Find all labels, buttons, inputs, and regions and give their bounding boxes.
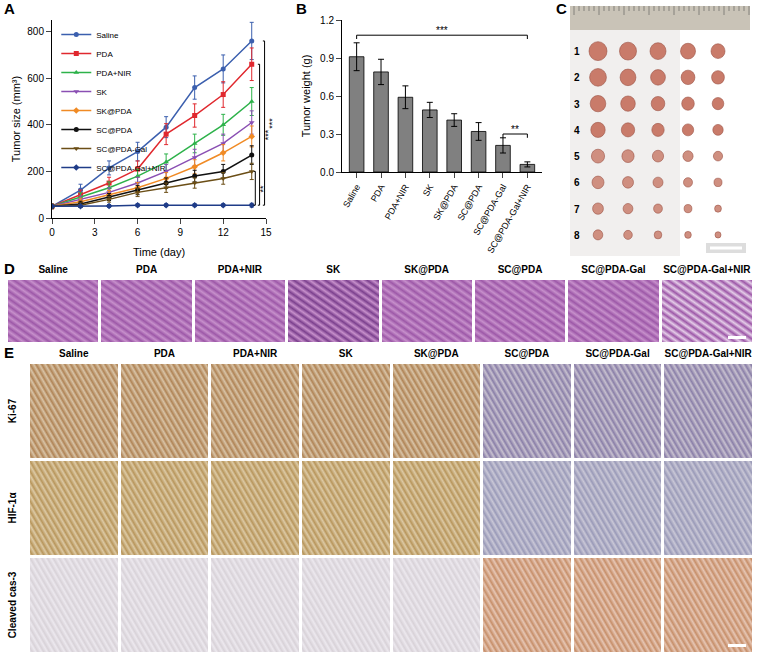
svg-text:0.9: 0.9 [320,53,334,64]
html-text:B: B [296,0,307,17]
html-text:E: E [4,344,14,361]
html-text:SC@PDA-Gal+NIR: SC@PDA-Gal+NIR [663,264,751,275]
html-text:PDA: PDA [153,348,175,359]
html-text:Ki-67: Ki-67 [7,398,18,424]
svg-text:SC@PDA-Gal: SC@PDA-Gal [471,183,508,237]
html-text:SC@PDA-Gal: SC@PDA-Gal [581,264,646,275]
html-text:A: A [4,0,15,17]
svg-text:SK: SK [421,183,436,198]
svg-text:0.6: 0.6 [320,91,334,102]
svg-text:Time (day): Time (day) [133,246,185,258]
svg-text:**: ** [511,124,519,135]
html-text:SK: SK [338,348,353,359]
svg-text:Saline: Saline [96,31,119,40]
html-text:D: D [4,260,15,277]
svg-text:2: 2 [574,72,580,83]
svg-text:PDA: PDA [96,50,113,59]
svg-text:***: *** [263,129,273,140]
html-text:SC@PDA: SC@PDA [497,264,543,275]
svg-text:3: 3 [92,227,98,238]
html-text:Cleaved cas-3: Cleaved cas-3 [7,571,18,639]
svg-text:4: 4 [574,125,580,136]
html-text:C: C [556,0,567,17]
svg-text:200: 200 [27,166,44,177]
svg-text:***: *** [436,25,448,36]
svg-text:Saline: Saline [341,183,362,210]
html-text:SC@PDA-Gal: SC@PDA-Gal [585,348,650,359]
svg-text:15: 15 [260,227,272,238]
svg-text:0.3: 0.3 [320,129,334,140]
svg-text:SC@PDA-Gal+NIR: SC@PDA-Gal+NIR [96,164,165,173]
svg-text:7: 7 [574,204,580,215]
svg-text:***: *** [267,118,277,129]
html-text:HIF-1α: HIF-1α [7,492,18,524]
svg-text:9: 9 [178,227,184,238]
svg-text:8: 8 [574,230,580,241]
svg-text:SC@PDA-Gal+NIR: SC@PDA-Gal+NIR [485,182,533,255]
html-text:SK: SK [326,264,341,275]
html-text:PDA: PDA [136,264,158,275]
svg-text:6: 6 [135,227,141,238]
svg-text:PDA+NIR: PDA+NIR [383,182,412,221]
svg-text:**: ** [258,185,268,193]
svg-text:1: 1 [574,46,580,57]
svg-text:800: 800 [27,26,44,37]
svg-text:1.2: 1.2 [320,15,334,26]
svg-text:SK@PDA: SK@PDA [96,107,132,116]
html-text:SK@PDA: SK@PDA [404,264,450,275]
html-text:Saline: Saline [59,348,89,359]
html-text:SK@PDA: SK@PDA [413,348,459,359]
svg-text:Tumor size (mm³): Tumor size (mm³) [10,76,22,162]
svg-text:600: 600 [27,73,44,84]
html-text:PDA+NIR: PDA+NIR [233,348,278,359]
svg-text:0.0: 0.0 [320,167,334,178]
svg-text:12: 12 [218,227,230,238]
svg-text:PDA: PDA [369,183,387,204]
html-text:SC@PDA: SC@PDA [504,348,550,359]
svg-text:0: 0 [38,213,44,224]
html-text:Saline: Saline [38,264,68,275]
svg-text:3: 3 [574,99,580,110]
svg-text:400: 400 [27,119,44,130]
svg-text:0: 0 [49,227,55,238]
svg-text:SC@PDA: SC@PDA [455,183,484,223]
svg-text:6: 6 [574,177,580,188]
svg-text:5: 5 [574,151,580,162]
html-text:SC@PDA-Gal+NIR: SC@PDA-Gal+NIR [664,348,752,359]
svg-text:PDA+NIR: PDA+NIR [96,69,131,78]
svg-text:SK@PDA: SK@PDA [431,183,459,222]
svg-text:SC@PDA: SC@PDA [96,126,132,135]
html-text:PDA+NIR: PDA+NIR [217,264,262,275]
svg-text:SC@PDA-Gal: SC@PDA-Gal [96,145,147,154]
svg-text:Tumor weight (g): Tumor weight (g) [300,55,312,138]
svg-text:SK: SK [96,88,107,97]
